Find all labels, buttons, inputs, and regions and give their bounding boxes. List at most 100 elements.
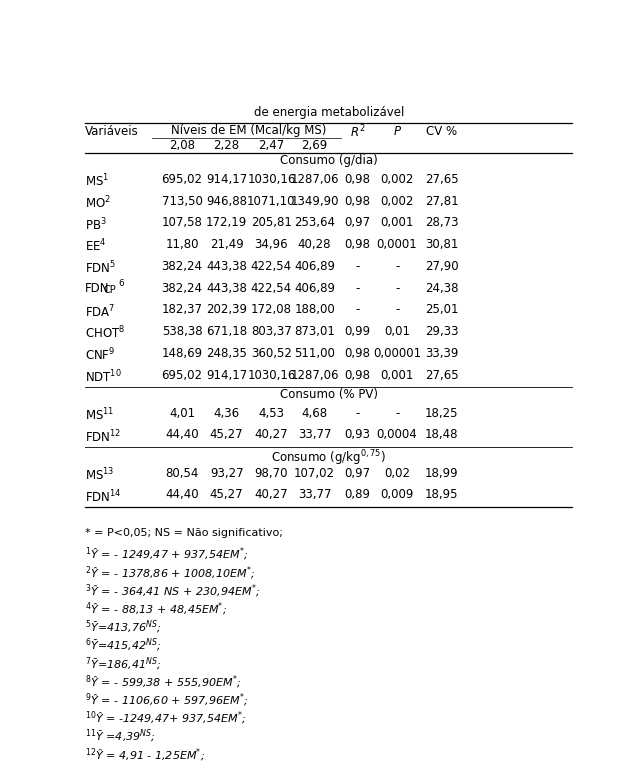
Text: 360,52: 360,52	[251, 347, 292, 360]
Text: 4,68: 4,68	[301, 407, 328, 420]
Text: 6: 6	[119, 279, 124, 288]
Text: 33,77: 33,77	[298, 488, 331, 501]
Text: 0,02: 0,02	[384, 466, 410, 479]
Text: Níveis de EM (Mcal/kg MS): Níveis de EM (Mcal/kg MS)	[171, 124, 326, 137]
Text: 914,17: 914,17	[206, 173, 247, 186]
Text: 0,99: 0,99	[344, 325, 370, 338]
Text: 0,001: 0,001	[380, 369, 413, 382]
Text: 45,27: 45,27	[210, 428, 244, 442]
Text: 27,81: 27,81	[425, 195, 458, 208]
Text: 182,37: 182,37	[162, 304, 203, 317]
Text: 2,47: 2,47	[258, 139, 285, 152]
Text: 18,95: 18,95	[425, 488, 458, 501]
Text: $^{3}$Ŷ = - 364,41 NS + 230,94EM$^{*}$;: $^{3}$Ŷ = - 364,41 NS + 230,94EM$^{*}$;	[85, 582, 260, 600]
Text: 4,01: 4,01	[169, 407, 195, 420]
Text: 44,40: 44,40	[165, 428, 199, 442]
Text: Consumo (g/dia): Consumo (g/dia)	[279, 154, 378, 167]
Text: -: -	[395, 260, 399, 273]
Text: $^{11}$Ỹ =4,39$^{NS}$;: $^{11}$Ỹ =4,39$^{NS}$;	[85, 728, 156, 745]
Text: MS$^{13}$: MS$^{13}$	[85, 466, 115, 483]
Text: $^{12}$Ŷ = 4,91 - 1,25EM$^{*}$;: $^{12}$Ŷ = 4,91 - 1,25EM$^{*}$;	[85, 746, 205, 763]
Text: 40,27: 40,27	[254, 488, 288, 501]
Text: 172,19: 172,19	[206, 217, 247, 230]
Text: Consumo (g/kg$^{0,75}$): Consumo (g/kg$^{0,75}$)	[271, 448, 386, 468]
Text: 0,98: 0,98	[344, 195, 370, 208]
Text: 0,98: 0,98	[344, 369, 370, 382]
Text: NDT$^{10}$: NDT$^{10}$	[85, 369, 122, 385]
Text: 1030,16: 1030,16	[247, 369, 296, 382]
Text: $^{7}$Ỹ=186,41$^{NS}$;: $^{7}$Ỹ=186,41$^{NS}$;	[85, 655, 162, 673]
Text: 40,27: 40,27	[254, 428, 288, 442]
Text: CP: CP	[104, 285, 117, 295]
Text: 18,99: 18,99	[425, 466, 458, 479]
Text: 11,80: 11,80	[165, 238, 199, 251]
Text: 4,53: 4,53	[258, 407, 285, 420]
Text: 713,50: 713,50	[162, 195, 203, 208]
Text: -: -	[355, 282, 360, 295]
Text: 27,90: 27,90	[425, 260, 458, 273]
Text: 406,89: 406,89	[294, 260, 335, 273]
Text: 671,18: 671,18	[206, 325, 247, 338]
Text: 107,02: 107,02	[294, 466, 335, 479]
Text: 172,08: 172,08	[251, 304, 292, 317]
Text: 34,96: 34,96	[254, 238, 288, 251]
Text: Variáveis: Variáveis	[85, 125, 139, 138]
Text: -: -	[395, 282, 399, 295]
Text: 2,28: 2,28	[213, 139, 240, 152]
Text: 695,02: 695,02	[162, 369, 203, 382]
Text: 443,38: 443,38	[206, 282, 247, 295]
Text: 0,89: 0,89	[344, 488, 370, 501]
Text: FDN$^{5}$: FDN$^{5}$	[85, 260, 116, 276]
Text: -: -	[355, 260, 360, 273]
Text: 44,40: 44,40	[165, 488, 199, 501]
Text: 21,49: 21,49	[210, 238, 244, 251]
Text: P: P	[394, 125, 401, 138]
Text: FDN$^{12}$: FDN$^{12}$	[85, 428, 122, 445]
Text: $^{8}$Ŷ = - 599,38 + 555,90EM$^{*}$;: $^{8}$Ŷ = - 599,38 + 555,90EM$^{*}$;	[85, 674, 241, 691]
Text: 511,00: 511,00	[294, 347, 335, 360]
Text: 406,89: 406,89	[294, 282, 335, 295]
Text: 4,36: 4,36	[213, 407, 240, 420]
Text: 28,73: 28,73	[425, 217, 458, 230]
Text: 382,24: 382,24	[162, 260, 203, 273]
Text: 0,01: 0,01	[384, 325, 410, 338]
Text: 148,69: 148,69	[162, 347, 203, 360]
Text: 80,54: 80,54	[165, 466, 199, 479]
Text: 422,54: 422,54	[251, 282, 292, 295]
Text: 29,33: 29,33	[425, 325, 458, 338]
Text: PB$^{3}$: PB$^{3}$	[85, 217, 107, 233]
Text: 422,54: 422,54	[251, 260, 292, 273]
Text: 248,35: 248,35	[206, 347, 247, 360]
Text: EE$^{4}$: EE$^{4}$	[85, 238, 107, 255]
Text: 18,25: 18,25	[425, 407, 458, 420]
Text: 2,69: 2,69	[301, 139, 328, 152]
Text: 0,001: 0,001	[380, 217, 413, 230]
Text: CHOT$^{8}$: CHOT$^{8}$	[85, 325, 125, 342]
Text: 0,97: 0,97	[344, 217, 370, 230]
Text: $^{9}$Ŷ = - 1106,60 + 597,96EM$^{*}$;: $^{9}$Ŷ = - 1106,60 + 597,96EM$^{*}$;	[85, 692, 249, 709]
Text: 0,98: 0,98	[344, 173, 370, 186]
Text: -: -	[395, 304, 399, 317]
Text: 33,77: 33,77	[298, 428, 331, 442]
Text: Consumo (% PV): Consumo (% PV)	[279, 388, 378, 401]
Text: 1287,06: 1287,06	[290, 173, 339, 186]
Text: de energia metabolizável: de energia metabolizável	[254, 106, 404, 119]
Text: 93,27: 93,27	[210, 466, 244, 479]
Text: 45,27: 45,27	[210, 488, 244, 501]
Text: 33,39: 33,39	[425, 347, 458, 360]
Text: -: -	[355, 407, 360, 420]
Text: 0,002: 0,002	[380, 173, 413, 186]
Text: CV %: CV %	[426, 125, 457, 138]
Text: 1287,06: 1287,06	[290, 369, 339, 382]
Text: 914,17: 914,17	[206, 369, 247, 382]
Text: 0,98: 0,98	[344, 238, 370, 251]
Text: 30,81: 30,81	[425, 238, 458, 251]
Text: 695,02: 695,02	[162, 173, 203, 186]
Text: CNF$^{9}$: CNF$^{9}$	[85, 347, 115, 363]
Text: $^{5}$Ỹ=413,76$^{NS}$;: $^{5}$Ỹ=413,76$^{NS}$;	[85, 619, 162, 636]
Text: -: -	[395, 407, 399, 420]
Text: 0,00001: 0,00001	[373, 347, 421, 360]
Text: 0,97: 0,97	[344, 466, 370, 479]
Text: FDA$^{7}$: FDA$^{7}$	[85, 304, 115, 320]
Text: 0,009: 0,009	[380, 488, 413, 501]
